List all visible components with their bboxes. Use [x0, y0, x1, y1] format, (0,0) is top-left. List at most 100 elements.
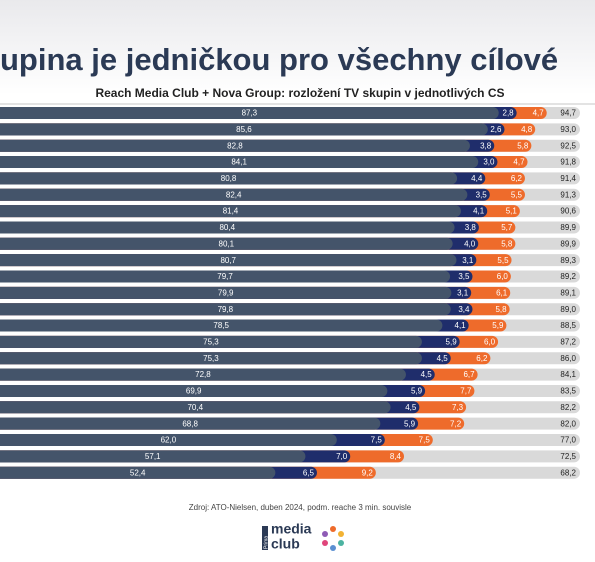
value-label: 4,8	[521, 125, 533, 134]
value-label: 5,8	[501, 239, 513, 248]
total-label: 94,7	[560, 109, 576, 118]
value-label: 5,9	[492, 321, 504, 330]
chart-subtitle: Reach Media Club + Nova Group: rozložení…	[95, 86, 504, 100]
bar-segment	[0, 319, 443, 332]
total-label: 91,4	[560, 174, 576, 183]
value-label: 5,1	[506, 207, 518, 216]
logo-dot	[330, 545, 336, 551]
value-label: 80,1	[219, 239, 235, 248]
total-label: 89,1	[560, 288, 576, 297]
value-label: 6,1	[496, 288, 508, 297]
bar-segment	[0, 335, 422, 348]
value-label: 80,7	[220, 256, 236, 265]
total-label: 89,3	[560, 256, 576, 265]
value-label: 84,1	[231, 158, 247, 167]
bars: 87,3 2,8 4,7 94,7 85,6 2,6 4,8 93,0 82,8 3,8 5,8 92…	[0, 107, 580, 479]
value-label: 68,8	[182, 419, 198, 428]
value-label: 4,1	[455, 321, 467, 330]
value-label: 52,4	[130, 468, 146, 477]
bar-segment	[0, 303, 451, 316]
value-label: 7,2	[450, 419, 462, 428]
value-label: 4,1	[473, 207, 485, 216]
logo-media: media	[271, 521, 312, 537]
total-label: 84,1	[560, 370, 576, 379]
total-label: 86,0	[560, 354, 576, 363]
value-label: 79,8	[218, 305, 234, 314]
value-label: 7,5	[371, 436, 383, 445]
total-label: 93,0	[560, 125, 576, 134]
value-label: 3,1	[462, 256, 474, 265]
value-label: 5,5	[497, 256, 509, 265]
value-label: 5,5	[511, 190, 523, 199]
value-label: 4,7	[533, 109, 545, 118]
total-label: 82,2	[560, 403, 576, 412]
bar-segment	[0, 384, 388, 397]
logo-dot	[322, 540, 328, 546]
bar-segment	[0, 123, 488, 136]
bar-segment	[0, 286, 452, 299]
value-label: 4,5	[437, 354, 449, 363]
value-label: 78,5	[213, 321, 229, 330]
total-label: 88,5	[560, 321, 576, 330]
bar-segment	[0, 466, 276, 479]
value-label: 3,1	[457, 288, 469, 297]
value-label: 5,8	[495, 305, 507, 314]
value-label: 82,8	[227, 141, 243, 150]
value-label: 82,4	[226, 190, 242, 199]
bar-segment	[0, 139, 470, 152]
value-label: 87,3	[242, 109, 258, 118]
bar-segment	[0, 417, 381, 430]
value-label: 79,7	[217, 272, 233, 281]
total-label: 77,0	[560, 436, 576, 445]
total-label: 91,8	[560, 158, 576, 167]
value-label: 6,0	[497, 272, 509, 281]
bar-segment	[0, 352, 422, 365]
value-label: 5,7	[501, 223, 513, 232]
total-label: 68,2	[560, 468, 576, 477]
bar-segment	[0, 254, 457, 267]
chart-title: upina je jedničkou pro všechny cílové	[0, 42, 558, 77]
logo-bar	[262, 526, 268, 550]
value-label: 3,4	[458, 305, 470, 314]
value-label: 6,5	[303, 468, 315, 477]
value-label: 4,7	[513, 158, 525, 167]
value-label: 3,8	[480, 141, 492, 150]
header-background	[0, 0, 595, 95]
logo: Prima media club	[262, 521, 344, 552]
value-label: 4,5	[421, 370, 433, 379]
value-label: 7,0	[336, 452, 348, 461]
total-label: 89,9	[560, 239, 576, 248]
bar-segment	[0, 237, 453, 250]
total-label: 87,2	[560, 338, 576, 347]
value-label: 9,2	[362, 468, 374, 477]
value-label: 62,0	[161, 436, 177, 445]
total-label: 82,0	[560, 419, 576, 428]
value-label: 6,2	[511, 174, 523, 183]
value-label: 75,3	[203, 354, 219, 363]
value-label: 70,4	[187, 403, 203, 412]
logo-prima: Prima	[263, 536, 269, 549]
bar-segment	[0, 270, 451, 283]
total-label: 91,3	[560, 190, 576, 199]
value-label: 80,4	[219, 223, 235, 232]
value-label: 4,5	[405, 403, 417, 412]
value-label: 5,9	[446, 338, 458, 347]
value-label: 3,0	[483, 158, 495, 167]
value-label: 80,8	[221, 174, 237, 183]
source-note: Zdroj: ATO-Nielsen, duben 2024, podm. re…	[189, 503, 412, 512]
bar-segment	[0, 434, 337, 446]
logo-dot	[338, 540, 344, 546]
value-label: 72,8	[195, 370, 211, 379]
value-label: 6,0	[484, 338, 496, 347]
value-label: 7,5	[419, 436, 431, 445]
value-label: 3,5	[458, 272, 470, 281]
total-label: 90,6	[560, 207, 576, 216]
value-label: 3,8	[465, 223, 477, 232]
value-label: 7,3	[452, 403, 464, 412]
bar-segment	[0, 450, 306, 463]
value-label: 2,8	[503, 109, 515, 118]
total-label: 89,9	[560, 223, 576, 232]
bar-segment	[0, 401, 391, 414]
